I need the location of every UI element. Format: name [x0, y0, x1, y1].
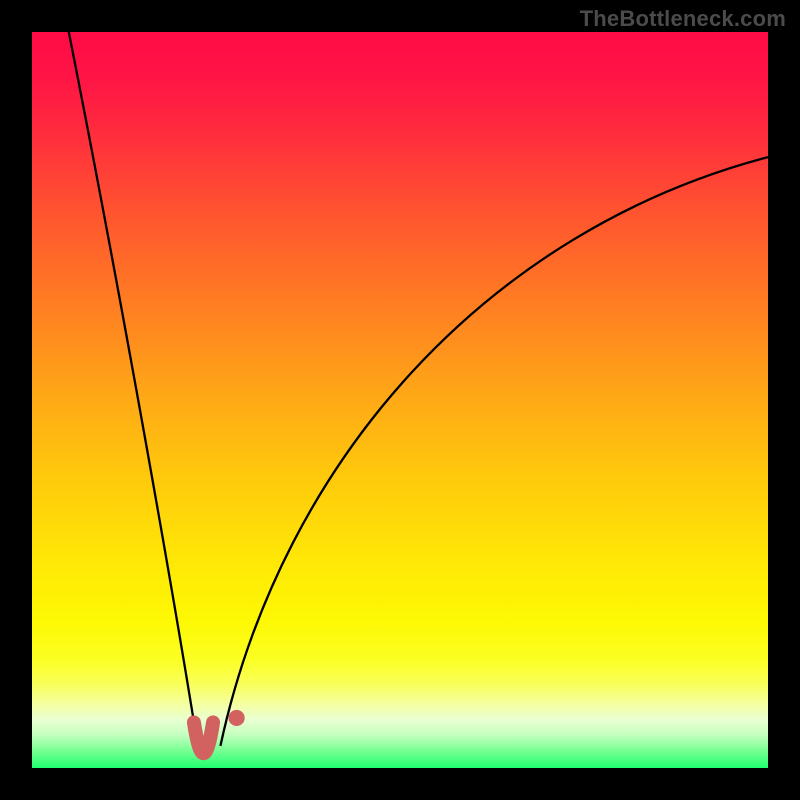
valley-marker-dot	[229, 710, 245, 726]
plot-background	[32, 32, 768, 768]
bottleneck-chart	[0, 0, 800, 800]
watermark-text: TheBottleneck.com	[580, 6, 786, 32]
chart-frame: TheBottleneck.com	[0, 0, 800, 800]
